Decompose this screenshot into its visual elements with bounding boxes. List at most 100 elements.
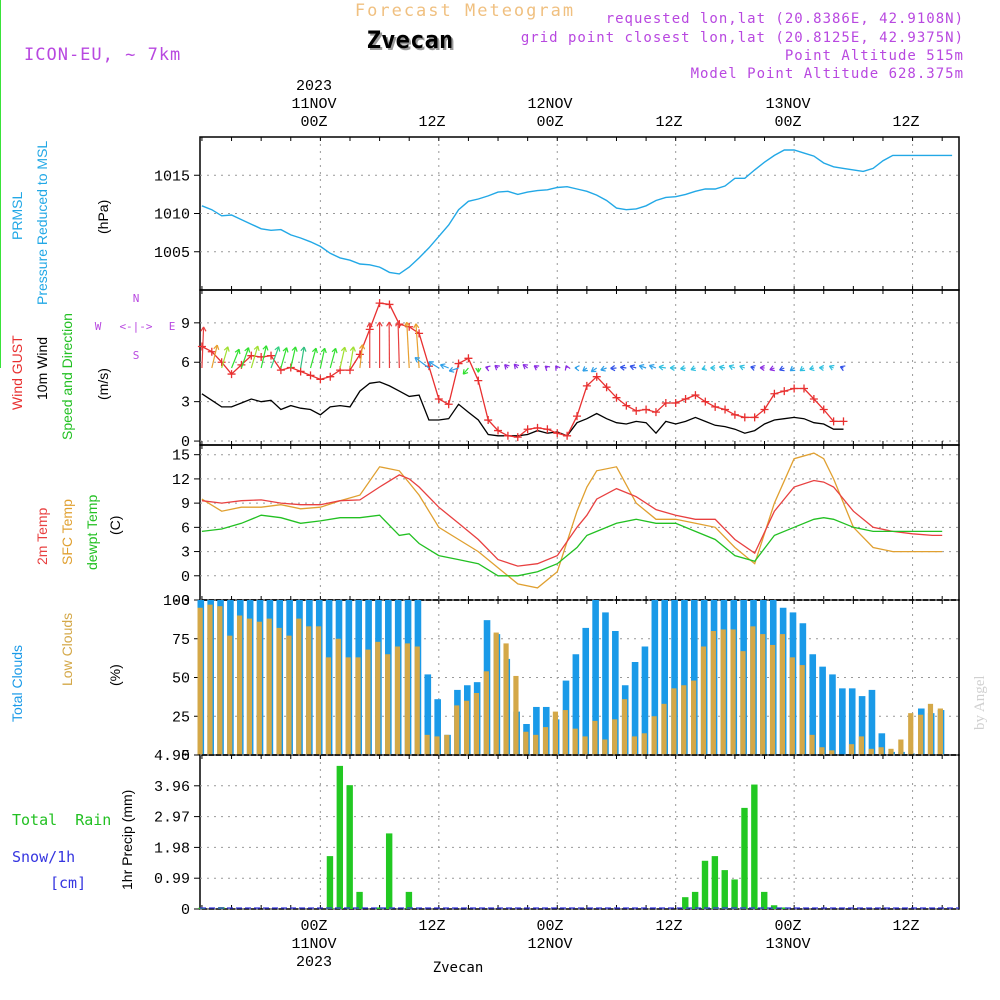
bottom-hour-label-5: 00Z (774, 918, 801, 935)
top-hour-label-1: 00Z (300, 114, 327, 131)
wind-arrow-head-53 (718, 364, 725, 371)
wind-arrow-26 (449, 367, 459, 372)
wind-arrow-13 (329, 348, 337, 369)
wind-arrow-head-27 (462, 369, 469, 375)
rain-bar-extra-11 (761, 891, 768, 909)
low-clouds-bar-22 (414, 646, 420, 755)
total-clouds-bar-24 (434, 699, 441, 755)
low-clouds-bar-39 (582, 736, 588, 755)
wind-arrow-head-32 (513, 363, 520, 370)
wind-gust-point-55 (740, 413, 749, 422)
total-clouds-bar-66 (848, 688, 856, 755)
low-clouds-bar-33 (523, 731, 529, 755)
wind-gust-point-0 (197, 342, 206, 351)
low-clouds-bar-72 (908, 713, 914, 755)
wind-gust-point-43 (622, 401, 631, 410)
top-year-label: 2023 (296, 78, 332, 95)
sfc-temp-series-line (201, 452, 943, 589)
low-clouds-bar-9 (286, 635, 292, 755)
top-hour-label-5: 00Z (774, 114, 801, 131)
total-clouds-bar-63 (819, 666, 826, 755)
low-clouds-bar-14 (335, 638, 341, 755)
wind-arrow-head-12 (320, 347, 327, 354)
total-clouds-bar-67 (858, 696, 866, 755)
wind-arrow-head-36 (555, 365, 561, 371)
low-clouds-bar-15 (345, 657, 351, 755)
low-clouds-bar-71 (898, 739, 904, 755)
low-clouds-bar-68 (868, 748, 874, 755)
bottom-hour-label-2: 12Z (418, 918, 445, 935)
low-clouds-bar-4 (236, 615, 243, 755)
wind-arrow-12 (319, 348, 326, 369)
total-clouds-bar-48 (671, 600, 678, 755)
rain-bar-extra-0 (385, 833, 393, 909)
low-clouds-bar-30 (493, 632, 499, 755)
rain-bar-extra-10 (751, 784, 758, 909)
wind-arrow-head-26 (448, 366, 455, 373)
wind-ytick-label-0: 0 (181, 434, 190, 451)
total-clouds-bar-40 (592, 600, 599, 755)
low-clouds-bar-50 (691, 680, 697, 755)
compass-s: S (133, 349, 140, 362)
wind-gust-point-37 (563, 431, 572, 440)
precip-ytick-label-5: 4.95 (154, 748, 190, 765)
low-clouds-bar-10 (296, 618, 302, 755)
wind-gust-point-11 (306, 371, 315, 380)
total-clouds-bar-39 (582, 627, 590, 755)
wind-arrow-head-41 (600, 365, 606, 372)
wind-arrow-head-24 (428, 361, 434, 367)
rain-bar-16 (356, 891, 363, 909)
wind-unit: (m/s) (95, 368, 111, 400)
wind-arrow-3 (230, 348, 240, 369)
wind-gust-label: Wind GUST (9, 335, 25, 410)
wind-arrow-head-52 (710, 364, 716, 372)
rain-bar-extra-5 (701, 860, 709, 909)
wind-arrow-head-16 (359, 344, 366, 350)
wind-arrow-20 (397, 321, 400, 369)
wind-arrow-5 (250, 345, 259, 369)
wind-arrow-head-40 (590, 366, 597, 373)
wind-arrow-head-48 (669, 364, 675, 372)
bottom-hour-label-1: 00Z (300, 918, 327, 935)
low-clouds-bar-29 (483, 671, 489, 755)
wind-arrow-27 (462, 367, 469, 375)
precip-unit: 1hr Precip (mm) (119, 790, 135, 890)
wind-arrow-head-49 (680, 365, 686, 372)
wind-gust-point-40 (592, 372, 601, 381)
bottom-hour-label-6: 12Z (892, 918, 919, 935)
rain-bar-13 (326, 856, 334, 909)
total-clouds-bar-64 (829, 674, 836, 755)
top-hour-label-6: 12Z (892, 114, 919, 131)
wind-arrow-head-54 (728, 364, 735, 371)
wind-arrow-head-64 (828, 364, 835, 371)
wind-gust-point-12 (316, 375, 325, 384)
wind-gust-point-45 (642, 405, 651, 414)
wind-gust-point-30 (494, 426, 503, 435)
total-clouds-bar-50 (691, 600, 698, 755)
low-clouds-bar-69 (878, 747, 884, 755)
low-clouds-bar-18 (375, 641, 381, 755)
wind-gust-point-44 (632, 406, 641, 415)
wind-arrow-6 (260, 345, 267, 369)
low-clouds-bar-36 (552, 711, 559, 755)
wind-arrow-10 (300, 346, 305, 369)
wind-arrow-head-17 (366, 322, 373, 328)
wind-gust-point-64 (829, 417, 838, 426)
top-day-label-1: 11NOV (291, 96, 336, 113)
total-clouds-bar-44 (631, 662, 639, 755)
temp-dewpt-label: dewpt Temp (84, 495, 100, 570)
wind-gust-point-33 (523, 425, 532, 434)
wind-gust-point-60 (790, 384, 799, 393)
temp-ytick-label-3: 6 (181, 520, 190, 537)
wind-arrow-head-60 (789, 365, 796, 372)
clouds-unit: (%) (107, 664, 123, 686)
wind-gust-point-16 (355, 350, 364, 359)
precip-ytick-label-2: 1.98 (154, 840, 190, 857)
clouds-ytick-label-3: 75 (172, 632, 190, 649)
footer-location: Zvecan (433, 960, 484, 976)
wind-arrow-head-51 (701, 364, 707, 371)
low-clouds-bar-54 (730, 629, 736, 755)
low-clouds-bar-52 (710, 631, 716, 755)
bottom-year-label: 2023 (296, 954, 332, 971)
wind-arrow-11 (309, 348, 317, 369)
